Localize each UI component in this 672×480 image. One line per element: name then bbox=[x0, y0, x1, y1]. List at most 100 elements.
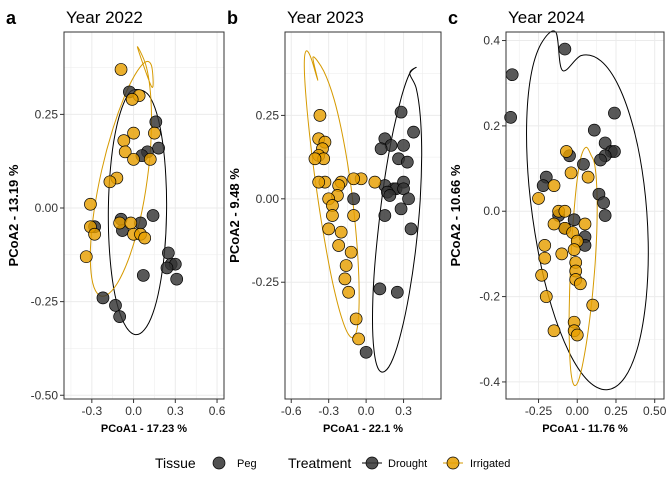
point-drought bbox=[109, 299, 122, 312]
point-drought bbox=[347, 192, 360, 206]
point-irrigated bbox=[538, 239, 552, 252]
point-drought bbox=[567, 213, 581, 227]
point-drought bbox=[390, 285, 404, 299]
point-drought bbox=[594, 153, 607, 167]
y-tick-label: 0.25 bbox=[35, 107, 59, 121]
point-drought bbox=[394, 105, 408, 119]
y-tick-label: -0.2 bbox=[479, 290, 500, 304]
point-drought bbox=[598, 209, 612, 222]
point-irrigated bbox=[143, 152, 157, 166]
point-drought bbox=[374, 142, 388, 156]
point-irrigated bbox=[532, 192, 545, 205]
point-drought bbox=[577, 157, 590, 171]
panel-letter: c bbox=[448, 8, 458, 28]
point-drought bbox=[113, 310, 127, 323]
point-drought bbox=[402, 192, 415, 206]
panel-border bbox=[63, 31, 225, 400]
point-irrigated bbox=[338, 272, 352, 286]
y-axis-label: PCoA2 - 13.19 % bbox=[6, 164, 21, 266]
panel-border bbox=[284, 31, 442, 400]
point-irrigated bbox=[352, 332, 365, 346]
point-irrigated bbox=[117, 134, 131, 147]
legend-tissue-title: Tissue bbox=[155, 455, 196, 471]
point-irrigated bbox=[124, 216, 138, 230]
point-irrigated bbox=[84, 197, 97, 211]
y-tick-label: 0.2 bbox=[483, 119, 500, 133]
panel-a: -0.3 0.0 0.3 0.6 -0.50 -0.25 0.00 0.25 PCoA1 - 1… bbox=[6, 8, 226, 435]
point-irrigated bbox=[586, 298, 600, 312]
point-drought bbox=[373, 282, 387, 296]
legend-irrigated-label: Irrigated bbox=[470, 458, 510, 470]
point-irrigated bbox=[79, 250, 93, 264]
point-drought bbox=[608, 106, 621, 120]
point-irrigated bbox=[113, 216, 127, 230]
point-drought bbox=[149, 115, 163, 129]
point-drought bbox=[170, 272, 184, 286]
y-tick-label: 0.00 bbox=[256, 192, 280, 206]
y-tick-label: 0.0 bbox=[483, 204, 500, 218]
point-irrigated bbox=[555, 247, 569, 261]
point-irrigated bbox=[312, 175, 326, 189]
point-irrigated bbox=[538, 251, 552, 265]
ellipse-irrigated bbox=[303, 50, 360, 339]
point-irrigated bbox=[138, 231, 152, 245]
x-tick-label: -0.3 bbox=[81, 404, 102, 418]
point-irrigated bbox=[332, 239, 346, 252]
point-irrigated bbox=[547, 217, 561, 231]
point-irrigated bbox=[368, 175, 382, 189]
point-irrigated bbox=[103, 175, 117, 189]
y-tick-label: 0.25 bbox=[256, 108, 280, 122]
point-irrigated bbox=[558, 204, 572, 218]
legend-treatment-title: Treatment bbox=[288, 455, 351, 471]
point-irrigated bbox=[547, 179, 561, 192]
point-irrigated bbox=[581, 170, 595, 184]
point-drought bbox=[504, 110, 517, 124]
point-irrigated bbox=[342, 285, 355, 299]
x-tick-label: 0.25 bbox=[604, 404, 628, 418]
panel-title: Year 2024 bbox=[508, 8, 585, 27]
point-irrigated bbox=[127, 152, 140, 166]
x-tick-label: 0.0 bbox=[358, 404, 375, 418]
point-irrigated bbox=[313, 109, 327, 122]
point-drought bbox=[536, 179, 550, 192]
point-irrigated bbox=[118, 145, 132, 159]
x-axis-label: PCoA1 - 11.76 % bbox=[542, 423, 628, 435]
point-drought bbox=[160, 261, 174, 275]
ellipse-irrigated bbox=[568, 146, 598, 387]
point-irrigated bbox=[308, 152, 322, 166]
point-irrigated bbox=[539, 290, 553, 303]
point-drought bbox=[359, 345, 373, 359]
y-tick-label: 0.00 bbox=[35, 201, 59, 215]
point-drought bbox=[378, 209, 392, 222]
y-axis-label: PCoA2 - 10.66 % bbox=[448, 164, 463, 266]
point-irrigated bbox=[339, 259, 353, 272]
x-tick-label: 0.0 bbox=[125, 404, 142, 418]
x-tick-label: 0.50 bbox=[643, 404, 667, 418]
point-irrigated bbox=[535, 268, 548, 282]
point-irrigated bbox=[564, 166, 578, 180]
point-drought bbox=[397, 139, 410, 152]
point-drought bbox=[400, 155, 414, 169]
point-drought bbox=[161, 246, 175, 260]
point-drought bbox=[136, 269, 150, 282]
ellipse-drought bbox=[526, 30, 649, 391]
legend: Tissue Peg Treatment Drought Irrigated bbox=[155, 455, 510, 471]
panels: -0.3 0.0 0.3 0.6 -0.50 -0.25 0.00 0.25 PCoA1 - 1… bbox=[6, 8, 667, 435]
panel-letter: a bbox=[6, 8, 17, 28]
legend-drought-label: Drought bbox=[388, 458, 427, 470]
panel-c: -0.25 0.00 0.25 0.50 -0.4 -0.2 0.0 0.2 0.4 PCoA1 … bbox=[448, 8, 667, 435]
point-irrigated bbox=[322, 222, 336, 236]
panel-border bbox=[505, 31, 665, 400]
point-irrigated bbox=[127, 126, 140, 140]
x-tick-label: -0.25 bbox=[525, 404, 553, 418]
x-tick-label: 0.6 bbox=[209, 404, 226, 418]
point-drought bbox=[152, 141, 165, 155]
point-irrigated bbox=[88, 227, 101, 241]
point-irrigated bbox=[114, 63, 128, 76]
panel-background bbox=[506, 32, 664, 399]
point-irrigated bbox=[349, 312, 363, 326]
legend-tissue-label: Peg bbox=[237, 458, 257, 470]
x-tick-label: 0.00 bbox=[566, 404, 590, 418]
point-irrigated bbox=[547, 324, 561, 338]
panel-title: Year 2022 bbox=[66, 8, 143, 27]
